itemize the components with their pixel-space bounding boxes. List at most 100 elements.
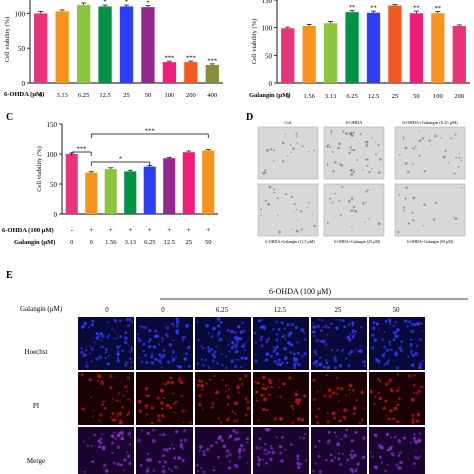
fluor-dot-r2-c3-8 [257,462,261,467]
fluor-dot-r1-c2-2 [217,417,220,420]
fluor-dot-r0-c2-28 [201,363,205,367]
fluor-dot-r0-c4-22 [312,330,316,334]
fluor-dot-r2-c1-9 [168,467,171,470]
fluor-dot-r1-c1-6 [165,403,170,408]
panel-d-micrographs: D Ctrl 6-OHDA 6-OHDA+Galangin (6.25 μM) … [246,112,466,244]
fluor-dot-r0-c4-15 [359,345,362,348]
fluor-dot-r1-c3-29 [296,403,298,406]
fluor-dot-r1-c3-8 [295,390,298,393]
fluor-dot-r0-c3-9 [277,327,281,331]
fluor-dot-r2-c4-29 [333,431,337,434]
fluor-dot-r0-c1-55 [154,357,158,362]
fluor-dot-r2-c5-26 [371,455,374,458]
fluor-dot-r1-c5-7 [413,374,416,377]
fluor-dot-r1-c3-36 [278,386,281,389]
fluor-dot-r1-c2-8 [241,383,244,386]
fluor-dot-r1-c0-21 [102,400,105,403]
fluor-dot-r1-c5-15 [397,386,400,389]
fluor-dot-r0-c0-52 [124,331,128,335]
fluor-dot-r2-c0-32 [116,433,121,438]
micrograph-cell-0-5 [272,160,275,162]
fluor-dot-r0-c5-58 [376,359,381,364]
fluor-dot-r0-c1-47 [157,359,162,363]
fluor-dot-r1-c0-27 [127,398,130,401]
panel-e-galangin-label: Galangin (μM) [20,305,63,313]
chart-b-bar-3 [345,12,359,84]
fluor-dot-r2-c0-36 [110,434,115,438]
micrograph-cell-3-24 [273,191,276,194]
fluor-dot-r0-c4-21 [354,349,357,352]
fluor-dot-r2-c2-35 [202,470,206,474]
fluor-dot-r0-c2-7 [196,320,199,323]
fluor-dot-r0-c1-25 [166,360,171,364]
fluor-dot-r2-c3-27 [275,436,278,439]
fluor-dot-r0-c1-6 [150,352,154,356]
fluor-dot-r0-c3-52 [280,321,284,325]
fluor-dot-r0-c0-21 [124,364,128,367]
panel-d-letter: D [246,112,253,123]
fluor-dot-r1-c4-23 [336,393,339,396]
micrograph-cell-1-8 [337,146,340,150]
fluor-dot-r1-c5-16 [384,414,387,417]
fluor-dot-r2-c3-32 [297,466,301,470]
fluor-dot-r0-c5-30 [387,359,390,362]
fluor-dot-r2-c1-8 [182,447,185,450]
fluor-dot-r0-c0-68 [85,364,89,368]
fluor-dot-r2-c2-16 [238,451,241,455]
micrograph-cell-1-41 [356,159,358,161]
micrograph-cell-1-32 [349,146,352,149]
micrograph-cell-0-11 [313,149,316,152]
fluor-dot-r0-c0-58 [119,335,123,339]
fluor-dot-r0-c4-30 [322,365,326,369]
fluor-dot-r2-c2-30 [235,465,239,468]
fluor-dot-r2-c4-7 [327,430,331,434]
fluor-dot-r2-c2-21 [227,466,232,470]
micrograph-cell-4-18 [326,222,329,225]
micrograph-cell-5-16 [403,209,405,211]
fluor-dot-r2-c1-18 [165,448,169,452]
fluor-dot-r2-c4-12 [341,452,345,456]
fluor-dot-r2-c2-28 [217,455,220,459]
fluor-dot-r2-c1-6 [146,431,150,436]
fluor-dot-r0-c3-64 [283,347,287,351]
fluor-dot-r2-c1-35 [146,467,150,471]
micrograph-cell-2-5 [412,163,414,165]
fluor-dot-r0-c2-26 [231,341,235,345]
chart-b-xtick-8: 200 [454,93,464,100]
chart-a-xtick-1: 3.13 [56,92,67,99]
micrograph-cell-1-3 [339,163,341,165]
micrograph-gal-12-5 [257,183,319,237]
micrograph-cell-4-12 [368,218,370,220]
fluor-dot-r0-c4-43 [320,340,324,344]
micrograph-cell-2-25 [447,161,450,164]
fluor-dot-r1-c1-13 [181,409,185,413]
fluor-dot-r0-c1-48 [148,340,151,343]
chart-a-xtick-5: 50 [145,92,152,99]
fluor-dot-r2-c0-20 [93,433,96,437]
fluor-dot-r0-c4-45 [354,330,358,333]
fluor-dot-r0-c4-41 [330,349,333,352]
fluor-dot-r0-c3-25 [303,352,307,356]
panel-e-col-5: 50 [393,306,401,314]
fluor-dot-r0-c3-68 [287,341,291,345]
fluor-tile-r1-c5 [369,372,425,425]
fluor-dot-r2-c2-36 [236,437,241,441]
fluor-dot-r1-c2-27 [233,401,238,406]
fluor-dot-r1-c2-34 [227,388,230,391]
micrograph-cell-3-2 [267,202,271,206]
micrograph-cell-1-19 [371,168,373,170]
chart-c-bar-2 [104,169,117,214]
chart-a-ytick-label-2: 100 [15,10,26,18]
panel-d-label-gal125: 6-OHDA+Galangin (12.5 μM) [265,239,315,244]
fluor-dot-r0-c1-11 [175,317,179,321]
micrograph-cell-3-18 [313,224,316,228]
fluor-dot-r0-c3-20 [296,341,299,344]
fluor-dot-r0-c3-51 [292,363,297,368]
fluor-dot-r1-c0-17 [92,415,94,418]
chart-b-ytick-label-1: 50 [265,52,273,60]
fluor-dot-r0-c2-33 [197,362,200,365]
fluor-dot-r0-c2-1 [236,340,239,344]
fluor-dot-r2-c3-5 [257,455,260,458]
micrograph-cell-5-5 [402,210,405,212]
chart-a-ytick-label-1: 50 [18,45,26,53]
